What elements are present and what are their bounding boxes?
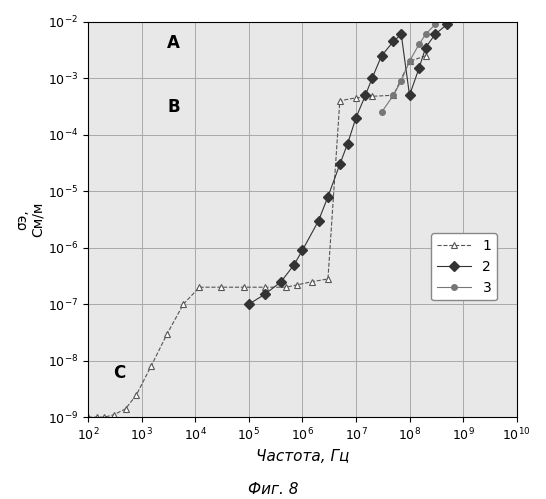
Text: Фиг. 8: Фиг. 8	[248, 482, 298, 497]
2	[345, 141, 351, 147]
2	[315, 218, 322, 224]
2	[416, 65, 422, 71]
1	[308, 279, 315, 285]
1	[196, 284, 203, 290]
3	[452, 2, 458, 8]
1	[148, 363, 155, 369]
1	[180, 301, 187, 307]
1	[353, 95, 359, 101]
1	[133, 392, 140, 398]
1	[101, 414, 108, 420]
1	[110, 412, 117, 418]
Text: C: C	[114, 364, 126, 382]
1	[164, 331, 170, 337]
Line: 3: 3	[379, 0, 503, 115]
Legend: 1, 2, 3: 1, 2, 3	[431, 234, 497, 300]
1	[423, 53, 429, 59]
1	[122, 406, 129, 412]
2	[369, 75, 375, 81]
3	[378, 109, 385, 115]
Line: 1: 1	[85, 52, 429, 421]
2	[390, 38, 397, 44]
Line: 2: 2	[245, 14, 458, 308]
3	[432, 21, 438, 27]
2	[444, 21, 450, 27]
X-axis label: Частота, Гц: Частота, Гц	[256, 449, 349, 464]
1	[283, 284, 289, 290]
1	[406, 58, 413, 64]
2	[362, 92, 369, 98]
2	[299, 248, 306, 253]
3	[423, 31, 429, 37]
1	[94, 414, 101, 420]
3	[406, 58, 413, 64]
2	[262, 291, 268, 297]
1	[262, 284, 268, 290]
2	[432, 31, 438, 37]
Text: B: B	[167, 98, 180, 116]
2	[336, 161, 343, 167]
3	[444, 9, 450, 15]
2	[291, 262, 298, 268]
2	[378, 53, 385, 59]
1	[294, 282, 300, 288]
1	[217, 284, 224, 290]
3	[390, 92, 397, 98]
Y-axis label: σэ,
См/м: σэ, См/м	[15, 202, 45, 237]
3	[438, 14, 445, 20]
Text: A: A	[167, 33, 180, 51]
1	[240, 284, 247, 290]
1	[325, 276, 331, 282]
2	[406, 92, 413, 98]
2	[278, 279, 284, 285]
2	[325, 194, 331, 200]
2	[246, 301, 252, 307]
3	[416, 41, 422, 47]
2	[452, 14, 458, 20]
1	[369, 93, 375, 99]
1	[85, 414, 91, 420]
1	[336, 98, 343, 104]
2	[398, 31, 405, 37]
3	[398, 78, 405, 84]
2	[353, 115, 359, 121]
2	[423, 44, 429, 50]
1	[390, 92, 397, 98]
